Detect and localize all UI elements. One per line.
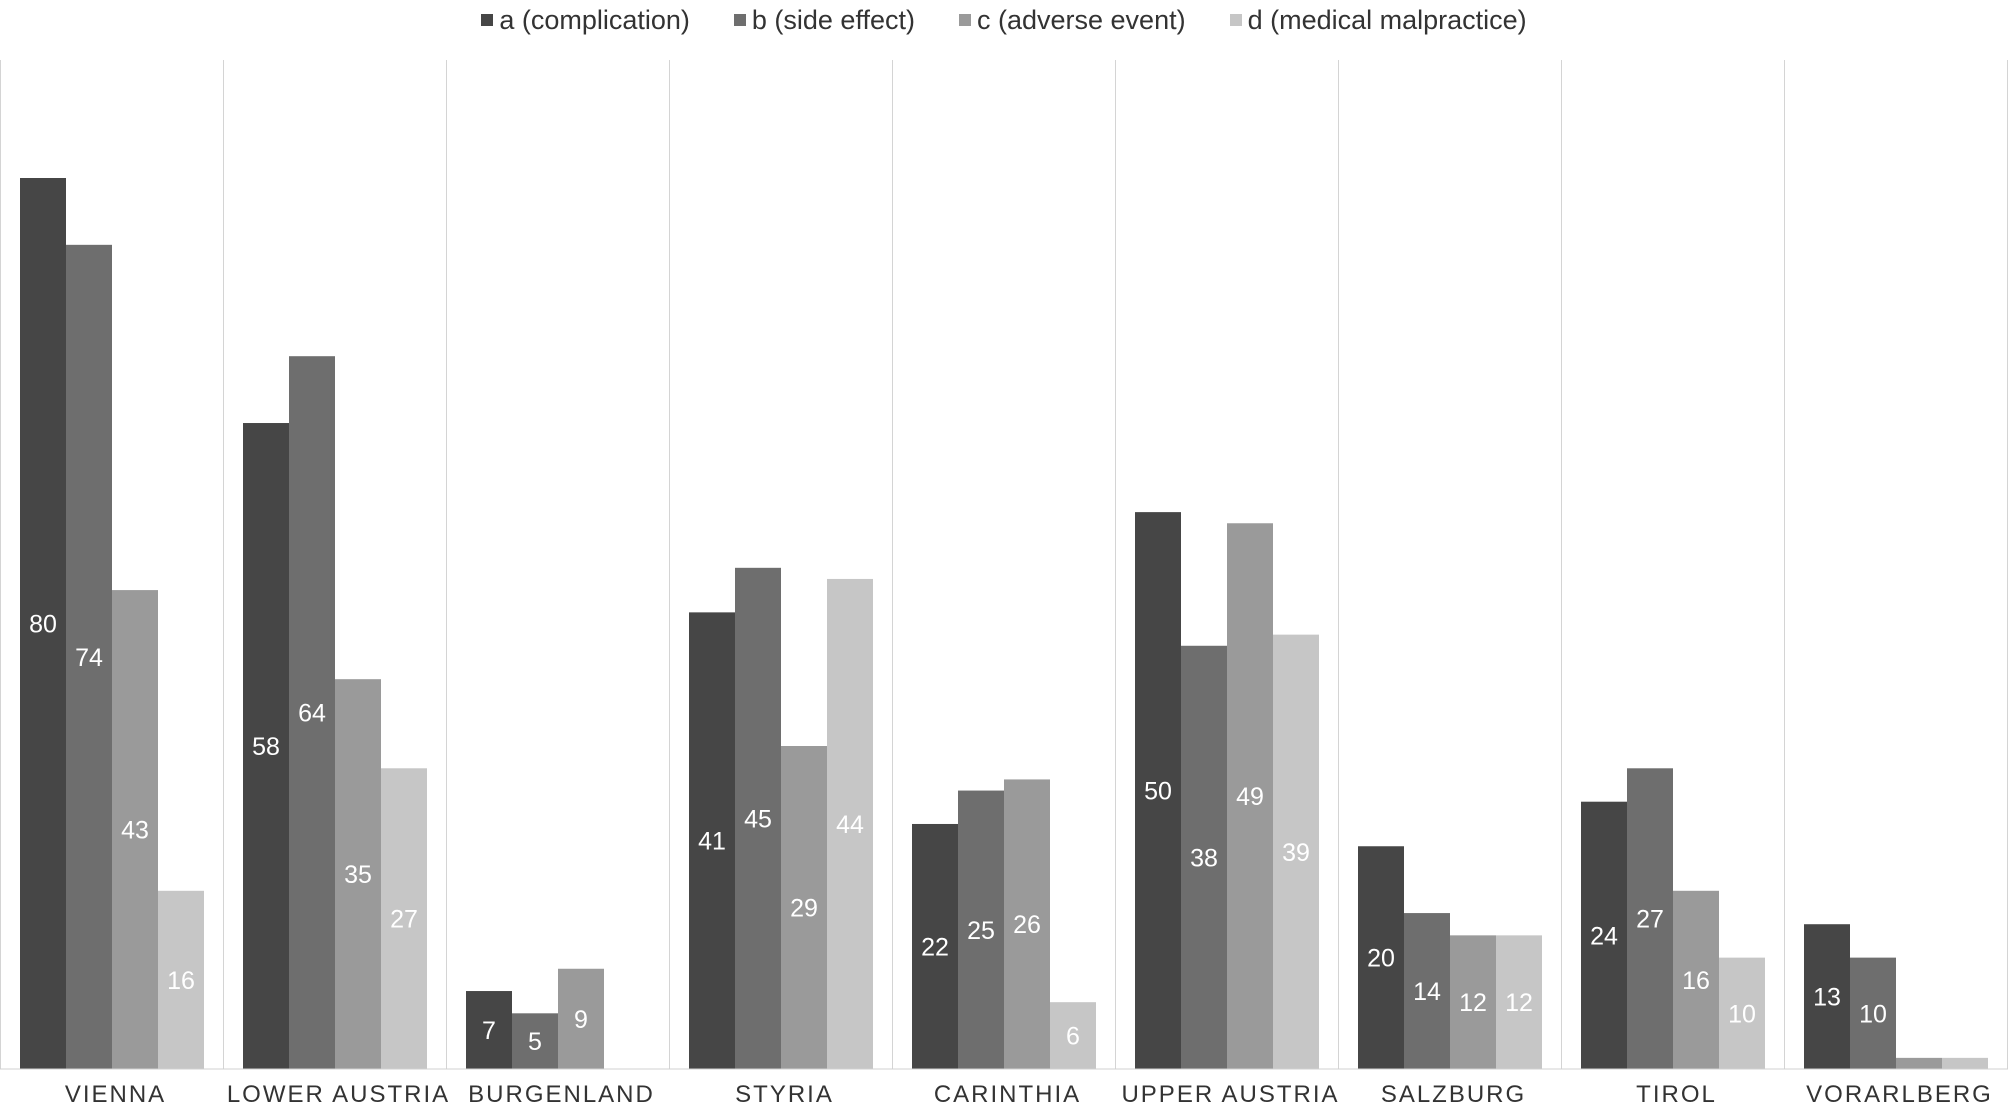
data-label: 10 bbox=[1859, 1000, 1887, 1028]
bar bbox=[66, 244, 112, 1069]
category-label: STYRIA bbox=[735, 1081, 834, 1107]
data-label: 16 bbox=[1682, 967, 1710, 995]
bar bbox=[1050, 1002, 1096, 1069]
bar bbox=[1227, 523, 1273, 1069]
bars-group bbox=[20, 178, 1988, 1069]
bar bbox=[781, 746, 827, 1069]
bar bbox=[1135, 512, 1181, 1069]
data-label: 20 bbox=[1367, 945, 1395, 973]
bar bbox=[1581, 801, 1627, 1069]
data-label: 24 bbox=[1590, 922, 1618, 950]
data-label: 50 bbox=[1144, 778, 1172, 806]
legend-item: a (complication) bbox=[481, 5, 690, 36]
bar bbox=[1850, 957, 1896, 1069]
legend-item: b (side effect) bbox=[733, 4, 915, 36]
data-label: 27 bbox=[390, 906, 418, 934]
category-label: TIROL bbox=[1636, 1081, 1717, 1107]
bar bbox=[1404, 913, 1450, 1069]
category-label: SALZBURG bbox=[1381, 1081, 1526, 1107]
data-labels-group: 80 74 43 16 58 64 35 27 7 5 9 41 45 29 44 22 25 26 6 50 38 49… bbox=[29, 611, 1887, 1057]
bar bbox=[158, 890, 204, 1069]
data-label: 6 bbox=[1066, 1023, 1080, 1051]
bar bbox=[1004, 779, 1050, 1069]
data-label: 35 bbox=[344, 861, 372, 889]
bar bbox=[1273, 634, 1319, 1069]
bar bbox=[1804, 924, 1850, 1069]
data-label: 58 bbox=[252, 733, 280, 761]
data-label: 26 bbox=[1013, 911, 1041, 939]
data-label: 25 bbox=[967, 917, 995, 945]
legend-swatch bbox=[958, 14, 971, 26]
legend-item: c (adverse event) bbox=[958, 4, 1186, 36]
bar bbox=[735, 567, 781, 1069]
data-label: 9 bbox=[574, 1006, 588, 1034]
bar bbox=[1673, 890, 1719, 1069]
bar bbox=[289, 356, 335, 1069]
bar bbox=[1627, 768, 1673, 1069]
category-label: VORARLBERG bbox=[1806, 1081, 1993, 1107]
data-label: 5 bbox=[528, 1028, 542, 1056]
bar bbox=[958, 790, 1004, 1069]
data-label: 64 bbox=[298, 700, 326, 728]
bar bbox=[112, 590, 158, 1069]
data-label: 80 bbox=[29, 611, 57, 639]
bar bbox=[1358, 846, 1404, 1069]
bar bbox=[558, 968, 604, 1069]
legend-swatch bbox=[481, 14, 494, 26]
legend-item: d (medical malpractice) bbox=[1229, 4, 1527, 36]
category-dividers bbox=[0, 60, 2008, 1069]
data-label: 12 bbox=[1459, 989, 1487, 1017]
data-label: 10 bbox=[1728, 1000, 1756, 1028]
data-label: 13 bbox=[1813, 984, 1841, 1012]
data-label: 7 bbox=[482, 1017, 496, 1045]
category-label: VIENNA bbox=[65, 1081, 166, 1107]
data-label: 41 bbox=[698, 828, 726, 856]
bar bbox=[1942, 1057, 1988, 1069]
category-label: LOWER AUSTRIA bbox=[227, 1081, 450, 1107]
bar bbox=[466, 991, 512, 1069]
bar bbox=[1719, 957, 1765, 1069]
bar bbox=[243, 423, 289, 1069]
legend-swatch bbox=[1229, 14, 1242, 26]
data-label: 39 bbox=[1282, 839, 1310, 867]
bar bbox=[689, 612, 735, 1069]
bar bbox=[512, 1013, 558, 1069]
data-label: 38 bbox=[1190, 844, 1218, 872]
bar bbox=[20, 178, 66, 1069]
data-label: 43 bbox=[121, 817, 149, 845]
data-label: 49 bbox=[1236, 783, 1264, 811]
bar bbox=[1181, 645, 1227, 1069]
data-label: 29 bbox=[790, 895, 818, 923]
category-label: UPPER AUSTRIA bbox=[1121, 1081, 1339, 1107]
data-label: 44 bbox=[836, 811, 864, 839]
category-label: BURGENLAND bbox=[468, 1081, 655, 1107]
data-label: 27 bbox=[1636, 906, 1664, 934]
data-label: 74 bbox=[75, 644, 103, 672]
legend-label: a (complication) bbox=[499, 4, 690, 35]
bar bbox=[1450, 935, 1496, 1069]
bar bbox=[1496, 935, 1542, 1069]
category-label: CARINTHIA bbox=[934, 1081, 1081, 1107]
bar bbox=[827, 578, 873, 1069]
data-label: 12 bbox=[1505, 989, 1533, 1017]
legend-label: c (adverse event) bbox=[976, 4, 1186, 35]
data-label: 22 bbox=[921, 933, 949, 961]
bar bbox=[381, 768, 427, 1069]
legend-swatch bbox=[733, 14, 746, 26]
data-label: 16 bbox=[167, 967, 195, 995]
category-labels-group: VIENNA LOWER AUSTRIA BURGENLAND STYRIA CARIN… bbox=[65, 1081, 1993, 1107]
bar bbox=[1896, 1057, 1942, 1069]
bar bbox=[335, 679, 381, 1069]
data-label: 14 bbox=[1413, 978, 1441, 1006]
data-label: 45 bbox=[744, 805, 772, 833]
bar bbox=[912, 823, 958, 1069]
chart-legend: a (complication) b (side effect) c (advers… bbox=[0, 0, 2008, 40]
legend-label: b (side effect) bbox=[751, 4, 915, 35]
legend-label: d (medical malpractice) bbox=[1247, 4, 1527, 35]
